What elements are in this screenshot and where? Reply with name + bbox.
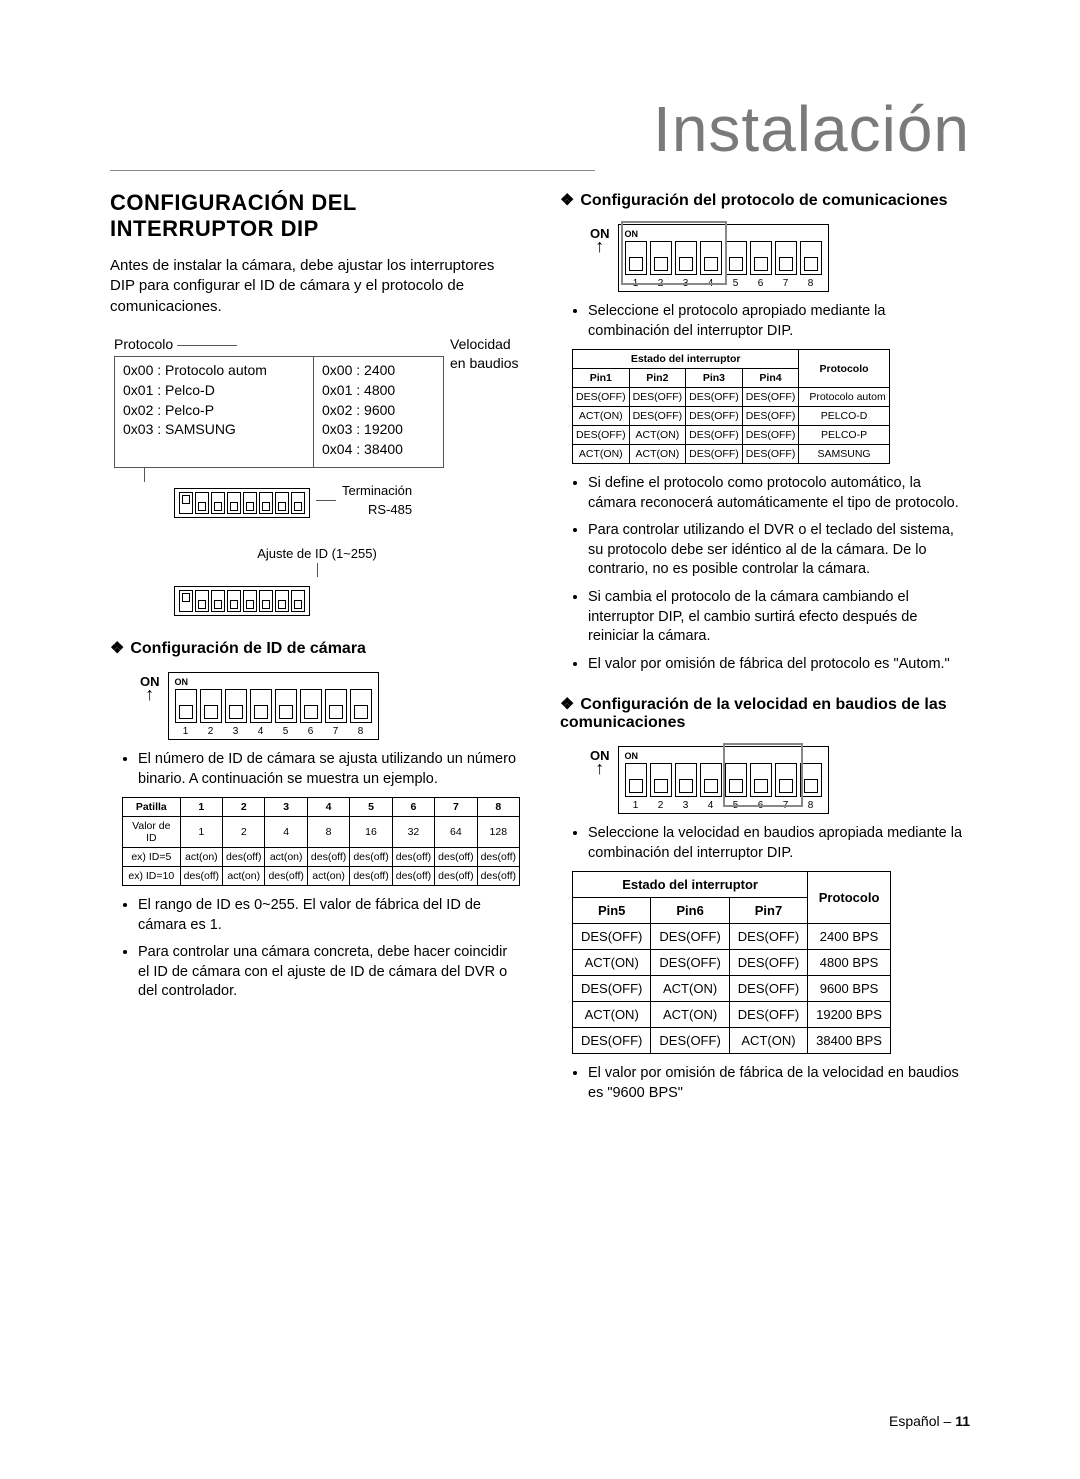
dip-switch-camera-id: ON ↑ ON 1234 5678: [140, 672, 520, 740]
dip-switch-baud: ON ↑ ON 1234 5678: [590, 746, 970, 814]
table-row: ACT(ON)DES(OFF)DES(OFF)DES(OFF)PELCO-D: [573, 407, 890, 426]
table-row: ex) ID=5act(on)des(off)act(on)des(off)de…: [123, 848, 520, 867]
left-column: CONFIGURACIÓN DEL INTERRUPTOR DIP Antes …: [110, 190, 520, 1111]
id-table: Patilla 12 34 56 78 Valor de ID124816326…: [122, 797, 520, 886]
termination-label: Terminación RS-485: [342, 482, 412, 518]
bullet-text: El valor por omisión de fábrica del prot…: [588, 655, 970, 675]
table-row: DES(OFF)DES(OFF)ACT(ON)38400 BPS: [573, 1028, 891, 1054]
bullet-text: Para controlar una cámara concreta, debe…: [138, 943, 520, 1002]
page-footer: Español – 11: [889, 1413, 970, 1429]
bullet-text: Si cambia el protocolo de la cámara camb…: [588, 588, 970, 647]
diamond-icon: ❖: [560, 192, 574, 209]
page-title: Instalación: [653, 92, 970, 166]
baud-table: Estado del interruptor Protocolo Pin5 Pi…: [572, 871, 891, 1054]
right-column: ❖Configuración del protocolo de comunica…: [560, 190, 970, 1111]
protocol-label: Protocolo: [114, 335, 444, 355]
baud-list: 0x00 : 2400 0x01 : 4800 0x02 : 9600 0x03…: [314, 356, 444, 468]
table-row: ACT(ON)ACT(ON)DES(OFF)DES(OFF)SAMSUNG: [573, 445, 890, 464]
protocol-list: 0x00 : Protocolo autom 0x01 : Pelco-D 0x…: [114, 356, 314, 468]
table-row: DES(OFF)DES(OFF)DES(OFF)DES(OFF)Protocol…: [573, 388, 890, 407]
table-row: DES(OFF)ACT(ON)DES(OFF)9600 BPS: [573, 976, 891, 1002]
section-title: CONFIGURACIÓN DEL INTERRUPTOR DIP: [110, 190, 520, 242]
table-row: DES(OFF)DES(OFF)DES(OFF)2400 BPS: [573, 924, 891, 950]
arrow-up-icon: ↑: [595, 763, 604, 774]
intro-text: Antes de instalar la cámara, debe ajusta…: [110, 256, 520, 317]
arrow-up-icon: ↑: [595, 241, 604, 252]
bullet-text: El rango de ID es 0~255. El valor de fáb…: [138, 896, 520, 935]
sub-heading-baud: ❖Configuración de la velocidad en baudio…: [560, 694, 970, 732]
dip-switch-protocol: ON ↑ ON 1234 5678: [590, 224, 970, 292]
bullet-text: El valor por omisión de fábrica de la ve…: [588, 1064, 970, 1103]
bullet-text: Para controlar utilizando el DVR o el te…: [588, 521, 970, 580]
protocol-diagram: Protocolo 0x00 : Protocolo autom 0x01 : …: [114, 335, 520, 618]
table-row: ACT(ON)DES(OFF)DES(OFF)4800 BPS: [573, 950, 891, 976]
bullet-text: Seleccione el protocolo apropiado median…: [588, 302, 970, 341]
table-row: Valor de ID1248163264128: [123, 817, 520, 848]
baud-label: Velocidad en baudios: [450, 335, 520, 374]
bullet-text: Seleccione la velocidad en baudios aprop…: [588, 824, 970, 863]
bullet-text: El número de ID de cámara se ajusta util…: [138, 750, 520, 789]
id-adjust-label: Ajuste de ID (1~255): [114, 545, 520, 563]
bullet-text: Si define el protocolo como protocolo au…: [588, 474, 970, 513]
protocol-table: Estado del interruptor Protocolo Pin1 Pi…: [572, 349, 890, 464]
arrow-up-icon: ↑: [145, 689, 154, 700]
sub-heading-protocol: ❖Configuración del protocolo de comunica…: [560, 190, 970, 210]
sub-heading-camera-id: ❖Configuración de ID de cámara: [110, 638, 520, 658]
table-row: DES(OFF)ACT(ON)DES(OFF)DES(OFF)PELCO-P: [573, 426, 890, 445]
dip-chip-upper: [174, 488, 310, 518]
table-row: ex) ID=10des(off)act(on)des(off)act(on)d…: [123, 867, 520, 886]
diamond-icon: ❖: [110, 640, 124, 657]
table-row: ACT(ON)ACT(ON)DES(OFF)19200 BPS: [573, 1002, 891, 1028]
diamond-icon: ❖: [560, 696, 574, 713]
dip-chip-lower: [174, 586, 310, 616]
rule-line: [110, 170, 595, 171]
